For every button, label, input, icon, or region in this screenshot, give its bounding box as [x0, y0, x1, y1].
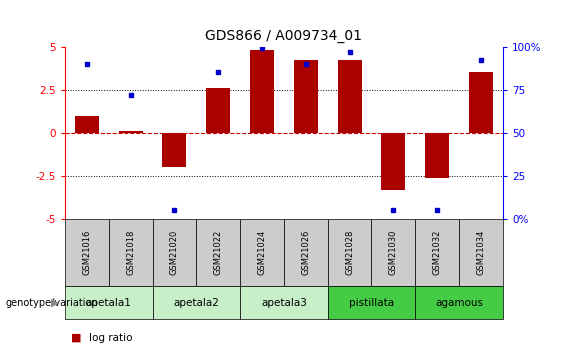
Bar	[162, 133, 186, 167]
Text: apetala2: apetala2	[173, 298, 219, 308]
Text: GSM21016: GSM21016	[82, 230, 92, 275]
Title: GDS866 / A009734_01: GDS866 / A009734_01	[206, 29, 362, 43]
Text: apetala3: apetala3	[261, 298, 307, 308]
Text: GSM21020: GSM21020	[170, 230, 179, 275]
Bar	[206, 88, 231, 133]
Bar	[250, 50, 274, 133]
Text: GSM21018: GSM21018	[126, 230, 135, 275]
Text: ▶: ▶	[51, 298, 59, 308]
Bar	[425, 133, 449, 178]
Text: GSM21034: GSM21034	[476, 230, 485, 275]
Text: GSM21030: GSM21030	[389, 230, 398, 275]
Text: GSM21032: GSM21032	[433, 230, 442, 275]
Bar	[75, 116, 99, 133]
Text: apetala1: apetala1	[86, 298, 132, 308]
Text: pistillata: pistillata	[349, 298, 394, 308]
Text: GSM21022: GSM21022	[214, 230, 223, 275]
Bar	[381, 133, 406, 190]
Text: GSM21028: GSM21028	[345, 230, 354, 275]
Bar	[337, 60, 362, 133]
Bar	[294, 60, 318, 133]
Text: ■: ■	[71, 333, 81, 343]
Bar	[469, 72, 493, 133]
Text: GSM21024: GSM21024	[258, 230, 267, 275]
Text: agamous: agamous	[435, 298, 483, 308]
Text: genotype/variation: genotype/variation	[6, 298, 98, 308]
Bar	[119, 131, 143, 133]
Text: log ratio: log ratio	[89, 333, 132, 343]
Text: GSM21026: GSM21026	[301, 230, 310, 275]
